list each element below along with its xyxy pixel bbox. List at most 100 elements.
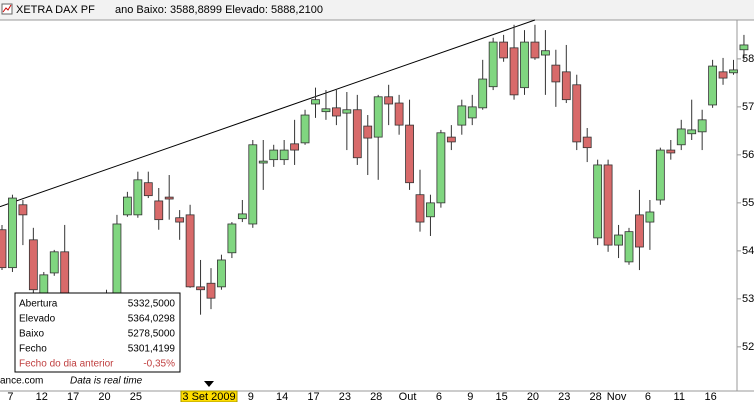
x-tick-label: Nov	[607, 391, 627, 402]
footer-source: ance.com	[0, 376, 43, 387]
candle-body	[708, 65, 717, 106]
x-tick-label: 20	[98, 391, 110, 402]
y-tick-label: 5200	[742, 341, 754, 353]
candle-body	[530, 41, 540, 59]
info-label: Fecho	[19, 344, 47, 355]
candle-body	[290, 143, 300, 151]
candle-body	[415, 194, 425, 223]
candle-body	[394, 102, 404, 126]
candle-body	[499, 41, 509, 59]
x-tick-label: 9	[248, 391, 254, 402]
symbol: XETRA DAX PF	[16, 4, 95, 16]
candle-body	[8, 197, 17, 269]
y-tick-label: 5800	[742, 53, 754, 65]
x-tick-label: 15	[495, 391, 507, 402]
info-value: 5364,0298	[128, 314, 176, 325]
candle-body	[426, 202, 435, 218]
candle-body	[342, 109, 352, 114]
candle-body	[572, 84, 582, 143]
candle-body	[488, 41, 498, 88]
symbol-icon-line	[2, 4, 12, 13]
candle-body	[217, 259, 226, 288]
candle-body	[676, 128, 686, 146]
x-tick-label: 25	[130, 391, 142, 402]
info-value: 5332,5000	[128, 299, 176, 310]
change-value: -0,35%	[143, 359, 175, 370]
candle-body	[446, 136, 456, 143]
candle-body	[561, 71, 571, 101]
candle-body	[384, 96, 394, 105]
candle-body	[520, 41, 529, 89]
candle-body	[28, 239, 38, 291]
candle-body	[541, 50, 550, 56]
x-tick-label: 16	[704, 391, 716, 402]
candle-body	[436, 132, 446, 204]
candle-body	[279, 149, 289, 161]
candle-body	[666, 149, 676, 154]
x-tick-label: 23	[558, 391, 570, 402]
candle-body	[39, 274, 49, 296]
x-tick-label: 6	[645, 391, 651, 402]
candle-body	[655, 149, 665, 201]
header-bar	[0, 0, 754, 20]
candle-body	[363, 125, 373, 139]
x-tick-label: 28	[590, 391, 602, 402]
candle-body	[467, 106, 477, 119]
x-tick-label: Out	[399, 391, 417, 402]
candle-body	[624, 231, 634, 263]
info-box-frame	[14, 292, 181, 373]
info-label: Elevado	[19, 314, 56, 325]
x-tick-label: 23	[339, 391, 351, 402]
info-value: 5278,5000	[128, 329, 176, 340]
candle-body	[143, 182, 153, 197]
candle-body	[123, 196, 132, 216]
trendline	[0, 19, 536, 208]
y-tick-label: 5600	[742, 149, 754, 161]
candle-body	[258, 160, 268, 164]
candle-body	[551, 64, 561, 83]
x-tick-label: 20	[527, 391, 539, 402]
info-label: Abertura	[19, 299, 58, 310]
candle-body	[175, 217, 185, 223]
candle-body	[509, 47, 519, 96]
candle-body	[739, 44, 749, 51]
x-tick-label: 17	[67, 391, 79, 402]
candle-body	[478, 78, 488, 109]
x-tick-label: 6	[436, 391, 442, 402]
candle-body	[645, 211, 655, 223]
crosshair-marker	[204, 381, 214, 387]
candle-body	[311, 99, 320, 105]
x-tick-label: 17	[307, 391, 319, 402]
candle-body	[206, 282, 216, 299]
candle-body	[49, 251, 59, 274]
candle-body	[593, 164, 603, 239]
candle-body	[164, 196, 174, 200]
candle-body	[154, 200, 164, 221]
candle-body	[373, 96, 383, 138]
candle-body	[603, 164, 613, 246]
candle-body	[227, 223, 237, 254]
x-tick-label: 11	[674, 391, 685, 402]
candle-body	[269, 149, 279, 161]
candle-body	[331, 107, 341, 117]
y-tick-label: 5700	[742, 101, 754, 113]
info-value: 5301,4199	[128, 344, 176, 355]
candle-body	[112, 223, 122, 299]
candle-body	[457, 105, 467, 126]
candle-body	[405, 124, 414, 184]
candle-body	[635, 214, 644, 248]
candle-body	[133, 179, 143, 216]
x-tick-label: 7	[7, 391, 13, 402]
y-tick-label: 5500	[742, 197, 754, 209]
info-box: ance.com Abertura 5332,5000 Elevado 5364,02…	[0, 292, 181, 387]
candle-body	[729, 69, 738, 74]
footer-note: Data is real time	[70, 376, 143, 387]
x-tick-label: 28	[370, 391, 382, 402]
candle-body	[614, 234, 623, 246]
candle-body	[352, 109, 362, 159]
candle-body	[697, 119, 707, 133]
change-label: Fecho do dia anterior	[19, 359, 114, 370]
candle-body	[0, 229, 7, 269]
